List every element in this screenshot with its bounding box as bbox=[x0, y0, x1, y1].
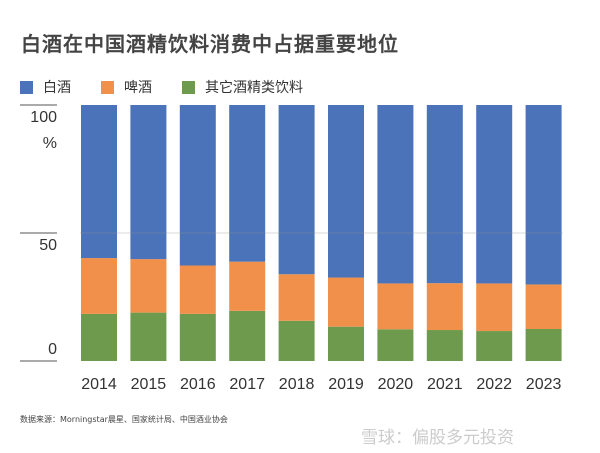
bar-segment bbox=[229, 261, 266, 311]
x-tick-label: 2021 bbox=[427, 376, 463, 393]
bar-segment bbox=[525, 105, 562, 285]
bar-segment bbox=[426, 330, 463, 361]
legend-swatch bbox=[20, 80, 33, 94]
bar-segment bbox=[179, 265, 216, 314]
y-tick-label: 0 bbox=[48, 341, 57, 358]
legend-swatch bbox=[182, 80, 195, 94]
bar-segment bbox=[426, 283, 463, 331]
x-tick-label: 2023 bbox=[526, 376, 562, 393]
bar-segment bbox=[476, 331, 513, 361]
bar-segment bbox=[278, 320, 315, 361]
bar-segment bbox=[328, 105, 364, 278]
x-tick-label: 2019 bbox=[328, 376, 364, 393]
bar-segment bbox=[130, 105, 167, 260]
bar-segment bbox=[377, 283, 414, 330]
chart-title: 白酒在中国酒精饮料消费中占据重要地位 bbox=[21, 32, 399, 56]
bar-segment bbox=[130, 312, 167, 361]
bar-segment bbox=[377, 105, 414, 284]
bar-segment bbox=[476, 283, 513, 332]
y-unit-label: % bbox=[43, 135, 57, 152]
y-tick-label: 100 bbox=[30, 109, 57, 126]
bar-segment bbox=[229, 105, 266, 262]
x-tick-label: 2014 bbox=[81, 376, 117, 393]
legend-label: 其它酒精类饮料 bbox=[205, 80, 303, 96]
legend-item-other: 其它酒精类饮料 bbox=[182, 77, 303, 97]
bar-segment bbox=[278, 274, 315, 321]
bar-segment bbox=[179, 105, 216, 266]
source-note: 数据来源：Morningstar晨星、国家统计局、中国酒业协会 bbox=[20, 415, 228, 424]
legend-item-baijiu: 白酒 bbox=[20, 77, 71, 97]
legend-label: 啤酒 bbox=[124, 80, 152, 96]
bar-segment bbox=[525, 284, 562, 329]
bar-segment bbox=[81, 105, 117, 259]
legend-item-beer: 啤酒 bbox=[101, 77, 152, 97]
x-tick-label: 2020 bbox=[378, 376, 414, 393]
y-tick-label: 50 bbox=[39, 237, 57, 254]
bar-segment bbox=[377, 329, 414, 361]
x-tick-label: 2022 bbox=[476, 376, 512, 393]
bar-segment bbox=[278, 105, 315, 275]
bar-segment bbox=[130, 259, 167, 313]
bar-segment bbox=[426, 105, 463, 284]
bar-segment bbox=[229, 310, 266, 361]
bar-segment bbox=[179, 313, 216, 361]
x-tick-label: 2016 bbox=[180, 376, 216, 393]
x-tick-label: 2018 bbox=[279, 376, 315, 393]
bar-segment bbox=[81, 258, 117, 314]
legend-label: 白酒 bbox=[43, 80, 71, 96]
bar-segment bbox=[81, 313, 117, 361]
bar-segment bbox=[476, 105, 513, 284]
legend: 白酒 啤酒 其它酒精类饮料 bbox=[20, 77, 333, 97]
bar-segment bbox=[328, 277, 364, 327]
watermark: 雪球：偏股多元投资 bbox=[361, 428, 514, 448]
x-tick-label: 2017 bbox=[229, 376, 265, 393]
bar-segment bbox=[328, 326, 364, 361]
x-tick-label: 2015 bbox=[131, 376, 167, 393]
bar-segment bbox=[525, 329, 562, 361]
legend-swatch bbox=[101, 80, 114, 94]
